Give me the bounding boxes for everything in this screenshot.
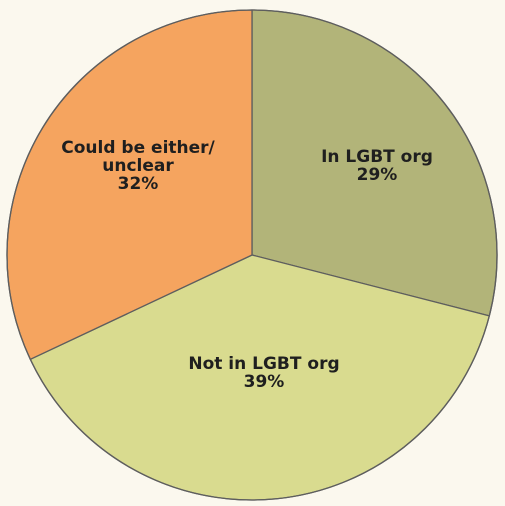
slice-category-label: unclear (102, 156, 174, 176)
pie-outline (6, 9, 498, 501)
slice-category-label: In LGBT org (321, 147, 433, 167)
slice-value-label: 39% (244, 372, 285, 392)
slice-category-label: Not in LGBT org (188, 354, 339, 374)
slice-category-label: Could be either/ (61, 138, 215, 158)
slice-value-label: 29% (357, 165, 398, 185)
pie-slices (6, 9, 498, 501)
slice-label: Not in LGBT org 39% (188, 354, 339, 392)
slice-label: Could be either/unclear 32% (61, 138, 215, 194)
pie-labels: In LGBT org 29% Not in LGBT org 39% Could be… (61, 138, 433, 392)
slice-label: In LGBT org 29% (321, 147, 433, 185)
slice-value-label: 32% (118, 174, 159, 194)
